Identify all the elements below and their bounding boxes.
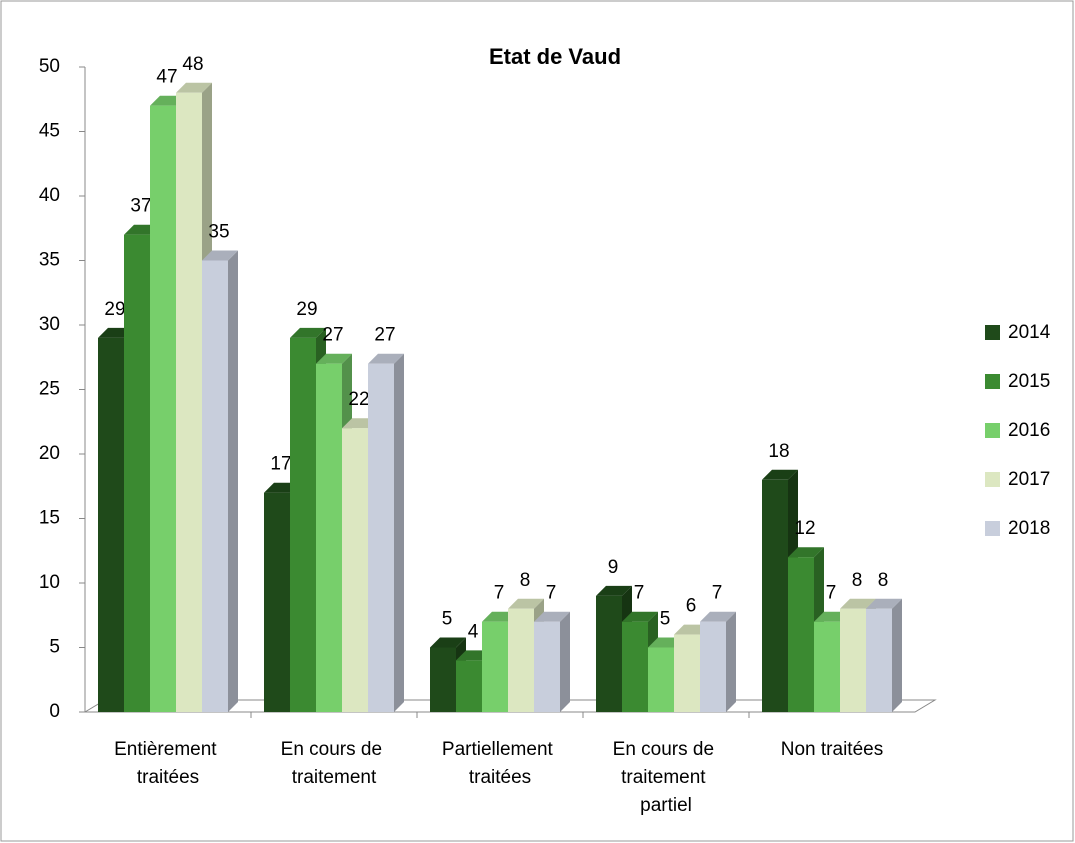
value-label: 27 — [322, 325, 343, 346]
chart-title: Etat de Vaud — [489, 44, 621, 69]
legend-label: 2016 — [1008, 420, 1050, 441]
bar-top — [202, 250, 238, 261]
bar-top — [840, 598, 876, 609]
bar — [150, 105, 176, 712]
value-label: 7 — [712, 583, 723, 604]
bar-side — [560, 611, 570, 712]
value-label: 22 — [348, 389, 369, 410]
bar-top — [508, 598, 544, 609]
bar — [648, 647, 674, 712]
y-tick-label: 25 — [39, 379, 60, 400]
bar — [534, 621, 560, 712]
bar — [596, 595, 622, 712]
value-label: 12 — [794, 518, 815, 539]
value-label: 37 — [130, 196, 151, 217]
y-tick-label: 0 — [49, 701, 60, 722]
value-label: 7 — [494, 583, 505, 604]
bar — [622, 621, 648, 712]
bar — [840, 608, 866, 712]
y-tick-label: 35 — [39, 250, 60, 271]
value-label: 8 — [852, 570, 863, 591]
value-label: 35 — [208, 222, 229, 243]
value-label: 29 — [296, 299, 317, 320]
x-tick-label: Entièrement traitées — [114, 739, 222, 788]
bar — [508, 608, 534, 712]
value-label: 9 — [608, 557, 619, 578]
value-label: 7 — [634, 583, 645, 604]
bar-side — [726, 611, 736, 712]
bar — [202, 260, 228, 712]
legend-swatch — [985, 472, 1000, 487]
y-tick-label: 30 — [39, 314, 60, 335]
bar — [814, 621, 840, 712]
x-tick-label: Partiellement traitées — [442, 739, 558, 788]
bar — [316, 363, 342, 712]
legend-label: 2014 — [1008, 322, 1051, 343]
x-tick-label: Non traitées — [781, 739, 883, 760]
bar — [700, 621, 726, 712]
bar-side — [394, 353, 404, 712]
bar-top — [290, 327, 326, 338]
legend-swatch — [985, 521, 1000, 536]
bar-top — [176, 82, 212, 93]
y-tick-label: 10 — [39, 572, 60, 593]
bar-side — [892, 598, 902, 712]
bar-top — [368, 353, 404, 364]
value-label: 4 — [468, 621, 479, 642]
value-label: 29 — [104, 299, 125, 320]
legend-swatch — [985, 325, 1000, 340]
legend-swatch — [985, 423, 1000, 438]
x-tick-label: En cours de traitement partiel — [613, 739, 720, 816]
bar — [430, 647, 456, 712]
bar — [98, 337, 124, 712]
bar — [866, 608, 892, 712]
bar-top — [534, 611, 570, 622]
y-tick-label: 20 — [39, 443, 60, 464]
y-tick-label: 15 — [39, 508, 60, 529]
legend-label: 2018 — [1008, 518, 1050, 539]
bar — [482, 621, 508, 712]
value-label: 47 — [156, 67, 177, 88]
bar — [264, 492, 290, 712]
y-tick-label: 5 — [49, 637, 60, 658]
bar-top — [430, 637, 466, 648]
bar — [176, 92, 202, 713]
bar-top — [788, 547, 824, 558]
legend-label: 2015 — [1008, 371, 1050, 392]
value-label: 8 — [878, 570, 889, 591]
value-label: 8 — [520, 570, 531, 591]
bar — [456, 660, 482, 712]
bar-top — [866, 598, 902, 609]
y-tick-label: 50 — [39, 56, 60, 77]
value-label: 7 — [826, 583, 837, 604]
legend-label: 2017 — [1008, 469, 1050, 490]
bar — [124, 234, 150, 712]
bar-top — [700, 611, 736, 622]
bar — [290, 337, 316, 712]
bar-side — [228, 250, 238, 712]
y-tick-label: 40 — [39, 185, 60, 206]
value-label: 5 — [442, 609, 453, 630]
bar — [342, 428, 368, 712]
bar — [762, 479, 788, 712]
bar-top — [622, 611, 658, 622]
legend-swatch — [985, 374, 1000, 389]
value-label: 5 — [660, 609, 671, 630]
bar-top — [596, 585, 632, 596]
value-label: 27 — [374, 325, 395, 346]
y-tick-label: 45 — [39, 121, 60, 142]
value-label: 48 — [182, 54, 203, 75]
bar-top — [316, 353, 352, 364]
bar — [674, 634, 700, 712]
value-label: 7 — [546, 583, 557, 604]
value-label: 18 — [768, 441, 789, 462]
bar-top — [762, 469, 798, 480]
value-label: 17 — [270, 454, 291, 475]
bar — [788, 557, 814, 712]
bar — [368, 363, 394, 712]
x-tick-label: En cours de traitement — [281, 739, 388, 788]
value-label: 6 — [686, 596, 697, 617]
